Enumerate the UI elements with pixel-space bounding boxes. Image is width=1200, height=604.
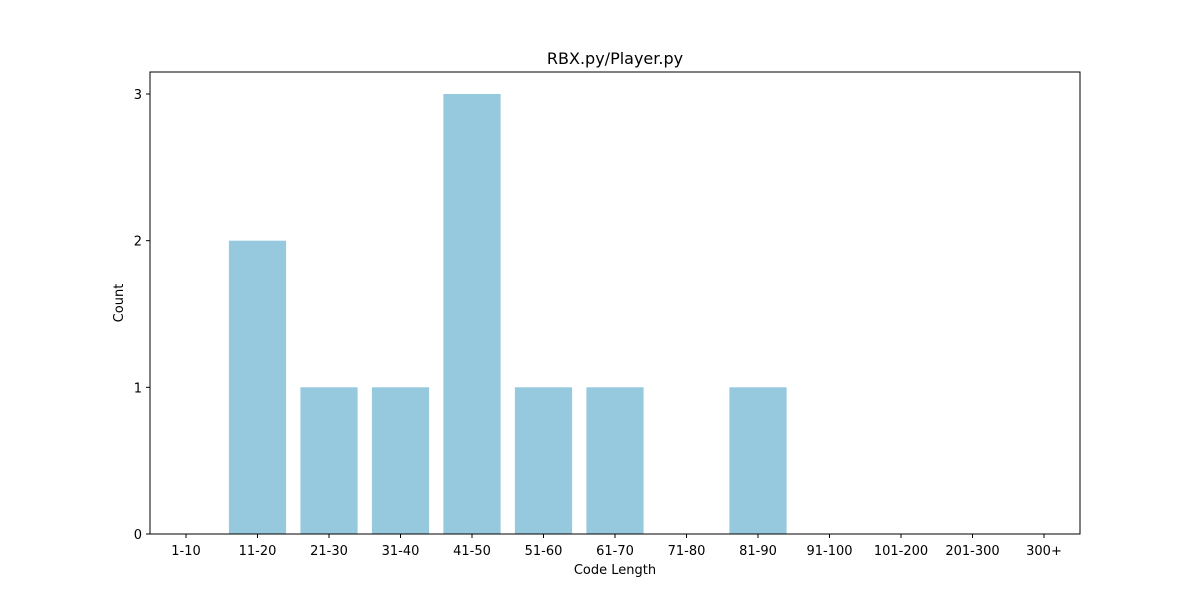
bar-11-20 — [228, 240, 287, 534]
bar-81-90 — [729, 387, 787, 534]
y-axis-label: Count — [112, 284, 127, 323]
x-tick-label: 101-200 — [874, 544, 928, 559]
bars-layer — [228, 94, 787, 534]
y-tick-label: 1 — [134, 381, 142, 396]
x-tick-label: 61-70 — [596, 544, 634, 559]
chart-title: RBX.py/Player.py — [547, 49, 683, 68]
y-tick-label: 3 — [134, 88, 142, 103]
x-tick-label: 91-100 — [806, 544, 852, 559]
x-tick-label: 1-10 — [171, 544, 201, 559]
x-tick-label: 11-20 — [239, 544, 277, 559]
bar-21-30 — [300, 387, 358, 534]
x-tick-label: 31-40 — [382, 544, 420, 559]
bar-51-60 — [514, 387, 573, 534]
bar-41-50 — [443, 94, 501, 534]
x-tick-label: 21-30 — [310, 544, 348, 559]
bar-31-40 — [371, 387, 430, 534]
plot-frame — [149, 71, 1081, 535]
x-axis-label: Code Length — [574, 563, 656, 578]
x-tick-label: 81-90 — [739, 544, 777, 559]
x-tick-label: 71-80 — [668, 544, 706, 559]
x-axis-ticks: 1-10 11-20 21-30 31-40 41-50 51-60 61-70 71-80 8… — [171, 534, 1062, 559]
y-axis-ticks: 0 1 2 3 — [134, 88, 150, 543]
y-tick-label: 2 — [134, 235, 142, 250]
y-tick-label: 0 — [134, 528, 142, 543]
x-tick-label: 300+ — [1026, 544, 1062, 559]
x-tick-label: 51-60 — [525, 544, 563, 559]
x-tick-label: 201-300 — [945, 544, 999, 559]
bar-61-70 — [586, 387, 644, 534]
x-tick-label: 41-50 — [453, 544, 491, 559]
